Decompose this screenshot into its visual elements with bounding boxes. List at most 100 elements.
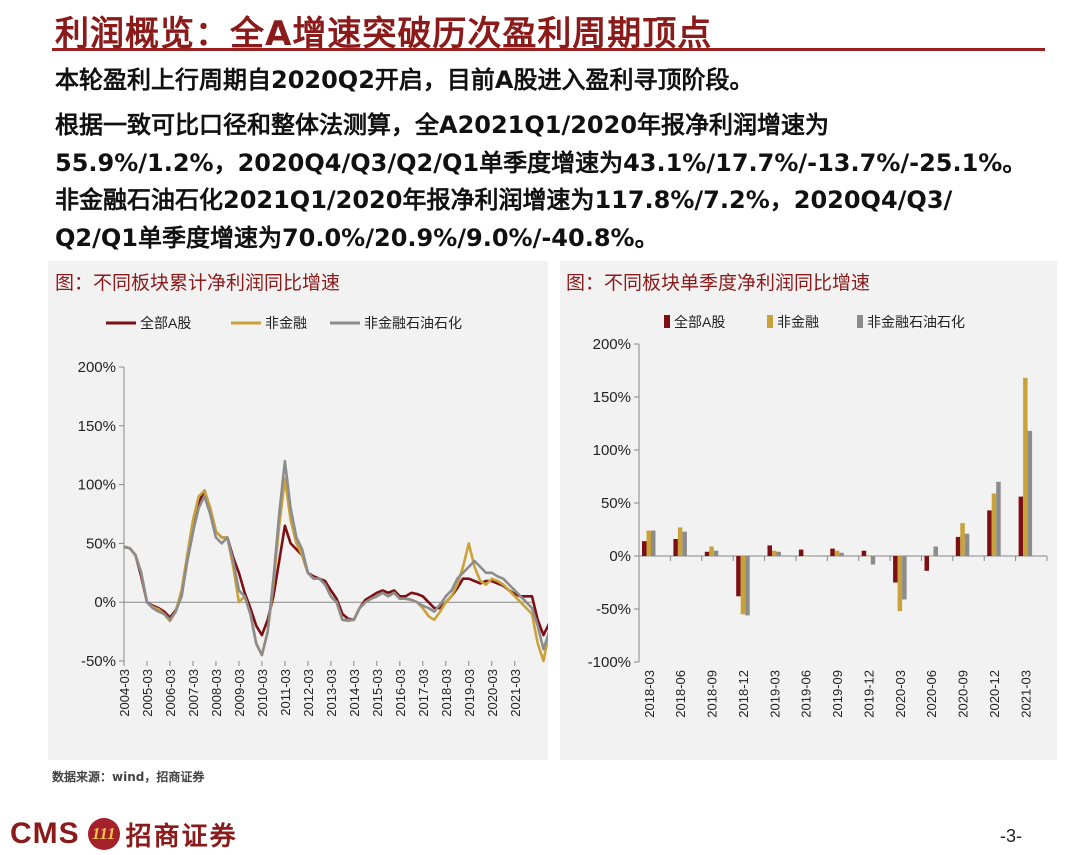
x-tick-label: 2020-09: [956, 670, 971, 718]
bar-1-9: [929, 556, 934, 557]
bar-0-9: [924, 556, 929, 571]
bar-2-8: [902, 556, 907, 600]
x-tick-label: 2012-03: [301, 669, 316, 717]
bar-2-12: [1027, 430, 1033, 556]
x-tick-label: 2019-03: [462, 669, 477, 717]
quarterly-chart-title: 图：不同板块单季度净利润同比增速: [566, 272, 871, 294]
legend-label-1: 非金融: [777, 314, 819, 330]
bar-0-4: [767, 545, 772, 556]
x-tick-label: 2018-06: [673, 670, 688, 718]
data-source-note: 数据来源：wind，招商证券: [52, 770, 205, 784]
bar-0-1: [673, 539, 678, 556]
bar-1-2: [709, 546, 714, 556]
bar-0-2: [704, 551, 710, 556]
x-tick-label: 2020-03: [893, 670, 908, 718]
series-line-1: [123, 477, 548, 663]
x-tick-label: 2005-03: [140, 669, 155, 717]
x-tick-label: 2018-03: [439, 669, 454, 717]
bar-1-0: [646, 530, 651, 556]
series-line-2: [123, 459, 548, 657]
bar-0-12: [1018, 496, 1024, 556]
logo-cms-text: CMS: [10, 817, 80, 850]
y-tick-label: 200%: [593, 336, 631, 353]
x-tick-label: 2007-03: [186, 669, 201, 717]
bar-0-5: [798, 549, 804, 556]
company-name: 招商证券: [125, 821, 238, 852]
legend-swatch-1: [767, 315, 773, 328]
y-tick-label: 50%: [601, 495, 631, 512]
summary-line-2: 根据一致可比口径和整体法测算，全A2021Q1/2020年报净利润增速为: [55, 111, 830, 139]
bar-0-11: [987, 510, 992, 556]
x-tick-label: 2018-09: [705, 670, 720, 718]
summary-line-4: 非金融石油石化2021Q1/2020年报净利润增速为117.8%/7.2%，20…: [55, 186, 953, 214]
bar-2-10: [964, 533, 970, 556]
quarterly-chart-panel: [560, 261, 1057, 760]
y-tick-label: 0%: [609, 548, 631, 565]
legend-label-0: 全部A股: [674, 314, 725, 330]
x-tick-label: 2018-12: [736, 670, 751, 718]
summary-line-1: 本轮盈利上行周期自2020Q2开启，目前A股进入盈利寻顶阶段。: [55, 66, 754, 94]
summary-line-5: Q2/Q1单季度增速为70.0%/20.9%/9.0%/-40.8%。: [55, 224, 659, 252]
bar-2-11: [996, 481, 1001, 556]
y-tick-label: 50%: [86, 535, 116, 552]
x-tick-label: 2016-03: [393, 669, 408, 717]
bar-2-6: [839, 552, 844, 556]
bar-1-3: [740, 556, 746, 615]
x-tick-label: 2011-03: [278, 669, 293, 716]
company-logo: CMS 111 招商证券: [10, 814, 238, 854]
x-tick-label: 2010-03: [255, 669, 270, 717]
x-tick-label: 2021-03: [508, 669, 523, 717]
summary-line-3: 55.9%/1.2%，2020Q4/Q3/Q2/Q1单季度增速为43.1%/17…: [55, 149, 1027, 177]
bar-1-5: [803, 556, 808, 557]
logo-badge-icon: 111: [87, 818, 120, 850]
bar-2-5: [807, 556, 813, 557]
x-tick-label: 2019-09: [830, 670, 845, 718]
y-tick-label: 150%: [78, 418, 116, 435]
legend-label-0: 全部A股: [140, 315, 191, 331]
y-tick-label: -100%: [588, 654, 631, 671]
cumulative-chart-title: 图：不同板块累计净利润同比增速: [55, 272, 341, 294]
legend-swatch-0: [664, 315, 670, 328]
x-tick-label: 2008-03: [209, 669, 224, 717]
x-tick-label: 2013-03: [324, 669, 339, 717]
bar-1-7: [866, 556, 871, 557]
bar-0-6: [830, 548, 835, 556]
title-divider: [52, 48, 1045, 51]
x-tick-label: 2009-03: [232, 669, 247, 717]
x-tick-label: 2004-03: [117, 669, 132, 717]
x-tick-label: 2014-03: [347, 669, 362, 717]
x-tick-label: 2019-03: [767, 670, 782, 718]
y-tick-label: 150%: [593, 389, 631, 406]
legend-swatch-2: [857, 315, 863, 328]
x-tick-label: 2018-03: [642, 670, 657, 718]
bar-1-12: [1023, 377, 1028, 556]
bar-0-8: [893, 556, 898, 583]
x-tick-label: 2019-12: [861, 670, 876, 718]
bar-2-2: [713, 550, 719, 556]
x-tick-label: 2020-03: [485, 669, 500, 717]
bar-0-3: [736, 556, 741, 597]
cumulative-growth-line-chart: 全部A股 非金融 非金融石油石化 200% 150% 100% 50% 0% -50%2004-…: [78, 315, 548, 717]
bar-2-1: [682, 531, 687, 556]
x-tick-label: 2017-03: [416, 669, 431, 717]
bar-1-6: [834, 550, 840, 556]
x-tick-label: 2015-03: [370, 669, 385, 717]
page-number: -3-: [1000, 826, 1022, 846]
y-tick-label: 100%: [593, 442, 631, 459]
y-tick-label: 100%: [78, 477, 116, 494]
x-tick-label: 2020-12: [987, 670, 1002, 718]
x-tick-label: 2019-06: [799, 670, 814, 718]
bar-1-1: [677, 527, 683, 556]
x-tick-label: 2021-03: [1018, 670, 1033, 718]
legend-label-1: 非金融: [265, 315, 307, 331]
y-tick-label: -50%: [596, 601, 631, 618]
legend-label-2: 非金融石油石化: [364, 315, 462, 331]
bar-1-4: [772, 550, 777, 556]
bar-1-8: [897, 556, 903, 612]
y-tick-label: -50%: [81, 653, 116, 670]
y-tick-label: 200%: [78, 359, 116, 376]
bar-0-0: [642, 541, 647, 556]
bar-0-10: [955, 536, 961, 556]
legend-label-2: 非金融石油石化: [867, 314, 965, 330]
bar-1-10: [960, 523, 965, 556]
